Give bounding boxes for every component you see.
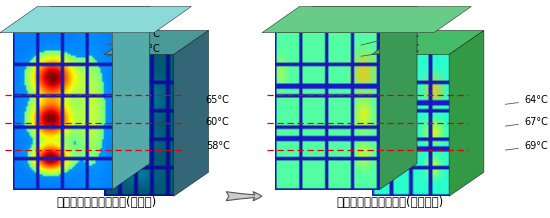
Text: 79°C: 79°C <box>353 14 420 31</box>
Text: 67°C: 67°C <box>505 117 548 127</box>
Text: 75°C: 75°C <box>361 44 420 56</box>
Polygon shape <box>0 7 191 33</box>
Text: 78°C: 78°C <box>361 29 420 45</box>
Text: パイプクーリングあり(温度制御): パイプクーリングあり(温度制御) <box>337 196 444 209</box>
Polygon shape <box>372 31 484 54</box>
Text: 92°C: 92°C <box>107 29 160 45</box>
Polygon shape <box>449 31 484 196</box>
Text: 100°C: 100°C <box>96 14 166 31</box>
Text: 94°C: 94°C <box>107 44 160 56</box>
Text: 69°C: 69°C <box>505 141 548 151</box>
Text: 60°C: 60°C <box>189 117 229 127</box>
Polygon shape <box>174 31 208 196</box>
Text: 65°C: 65°C <box>189 95 230 105</box>
Polygon shape <box>112 7 150 190</box>
Text: 64°C: 64°C <box>505 95 548 105</box>
Text: パイプクーリングなし(無対策): パイプクーリングなし(無対策) <box>57 196 157 209</box>
Polygon shape <box>262 7 471 33</box>
Polygon shape <box>104 31 208 54</box>
Text: 58°C: 58°C <box>189 141 230 151</box>
Polygon shape <box>276 7 417 33</box>
Polygon shape <box>379 7 417 190</box>
Polygon shape <box>13 7 150 33</box>
